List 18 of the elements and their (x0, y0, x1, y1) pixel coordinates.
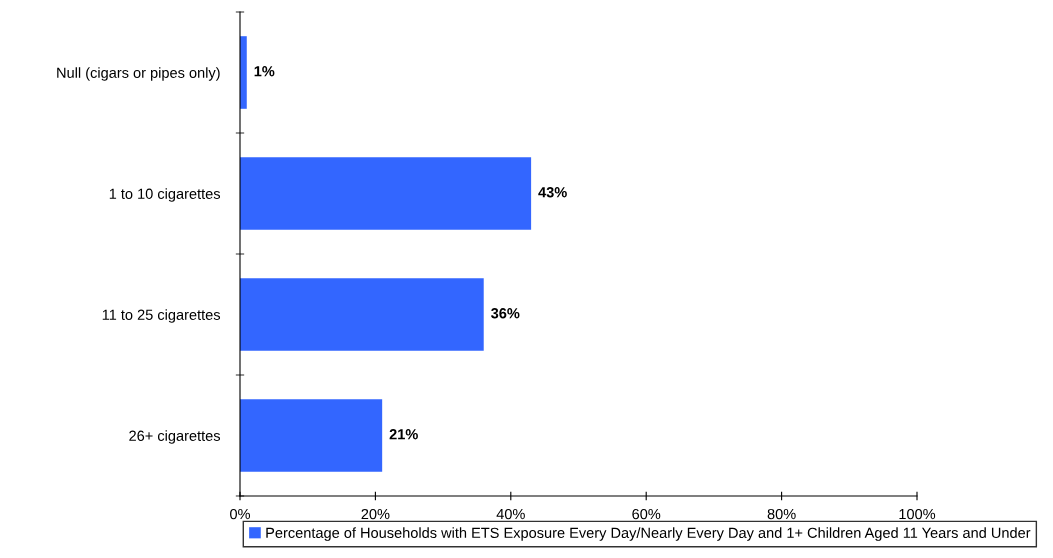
y-tick-label: 26+ cigarettes (129, 430, 221, 444)
x-tick-label: 40% (496, 508, 525, 520)
y-tick-label: 11 to 25 cigarettes (102, 309, 221, 323)
data-label: 1% (254, 66, 275, 77)
x-tick-label: 0% (230, 508, 251, 520)
y-tick-label: Null (cigars or pipes only) (57, 67, 220, 81)
legend-label: Percentage of Households with ETS Exposure Every Day/Nearly Every Day and 1+ Children Aged 11 Years and Under (266, 527, 1031, 541)
data-label: 36% (491, 308, 520, 319)
bar (240, 157, 532, 230)
y-tick-label: 1 to 10 cigarettes (109, 188, 221, 202)
x-tick-label: 80% (767, 508, 796, 520)
bar (240, 278, 484, 351)
bar (240, 399, 383, 472)
x-tick-label: 100% (899, 508, 936, 520)
data-label: 43% (538, 187, 567, 198)
data-label: 21% (389, 429, 418, 440)
x-tick-label: 60% (632, 508, 661, 520)
x-tick-label: 20% (361, 508, 390, 520)
